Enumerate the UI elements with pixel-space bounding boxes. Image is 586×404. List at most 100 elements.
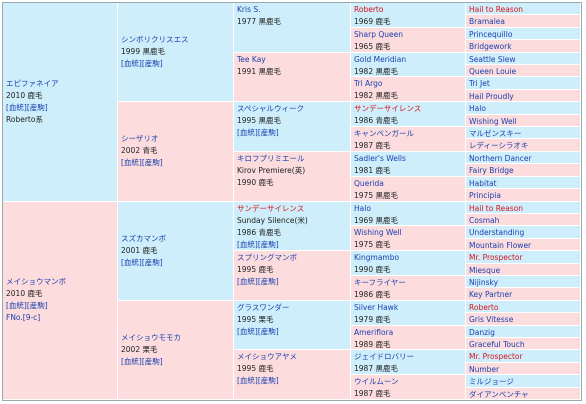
horse-name[interactable]: Mountain Flower [469,240,532,250]
horse-cell: ミルジョージ [466,375,581,388]
horse-info: 2002 青毛 [121,146,158,156]
horse-name[interactable]: シンボリクリスエス [121,35,189,45]
horse-name[interactable]: ジェイドロバリー [354,352,414,362]
horse-name[interactable]: ミルジョージ [469,377,514,387]
horse-name[interactable]: スプリングマンボ [237,253,297,263]
links[interactable]: [血統][産駒] [121,158,163,168]
horse-name[interactable]: Fairy Bridge [469,166,514,176]
horse-name[interactable]: シーザリオ [121,134,159,144]
horse-cell: Mr. Prospector [466,350,581,363]
horse-name[interactable]: サンデーサイレンス [354,104,422,114]
horse-name[interactable]: Danzig [469,327,495,337]
horse-name[interactable]: Tri Jet [469,79,490,89]
horse-name[interactable]: Mr. Prospector [469,253,523,263]
horse-name[interactable]: Halo [469,104,486,114]
horse-name[interactable]: Number [469,364,500,374]
links[interactable]: [血統][産駒] [6,102,48,112]
horse-name[interactable]: Bridgework [469,42,512,52]
horse-cell: Hail to Reason [466,3,581,16]
links[interactable]: [血統][産駒] [6,301,48,311]
links[interactable]: [血統][産駒] [237,376,279,386]
horse-info: 1995 鹿毛 [237,265,274,275]
horse-name[interactable]: マルゼンスキー [469,129,522,139]
horse-name[interactable]: キロフプリミエール [237,153,305,163]
horse-info: 1982 黒鹿毛 [354,66,398,76]
horse-cell: Understanding [466,226,581,239]
links[interactable]: [血統][産駒] [121,257,163,267]
horse-cell: シーザリオ 2002 青毛 [血統][産駒] [118,102,234,202]
links[interactable]: [血統][産駒] [237,128,279,138]
links[interactable]: [血統][産駒] [121,59,163,69]
horse-name[interactable]: Nijinsky [469,277,499,287]
horse-cell: Halo [466,102,581,115]
horse-name[interactable]: Sadler's Wells [354,153,406,163]
horse-name[interactable]: ダイアンベンチャ [469,389,529,399]
horse-name[interactable]: Habitat [469,178,497,188]
horse-name[interactable]: Gold Meridian [354,54,407,64]
horse-name[interactable]: Roberto [354,5,384,14]
horse-name[interactable]: Queen Louie [469,67,517,77]
horse-name[interactable]: Halo [354,203,371,213]
horse-name[interactable]: キーフライヤー [354,277,406,287]
horse-name[interactable]: Princequillo [469,29,513,39]
links[interactable]: [血統][産駒] [237,277,279,287]
links[interactable]: [血統][産駒] [237,326,279,336]
horse-info: 1981 鹿毛 [354,165,391,175]
horse-cell: Tee Kay 1991 黒鹿毛 [234,52,351,103]
horse-name[interactable]: Kris S. [237,5,261,14]
horse-info: 1995 鹿毛 [237,364,274,374]
horse-name[interactable]: グラスワンダー [237,302,290,312]
horse-info: 1986 青鹿毛 [237,227,281,237]
horse-name[interactable]: Silver Hawk [354,302,399,312]
horse-info: 1969 黒鹿毛 [354,215,398,225]
horse-name[interactable]: サンデーサイレンス [237,203,305,213]
horse-name[interactable]: Miesque [469,265,501,275]
horse-name[interactable]: Northern Dancer [469,153,532,163]
horse-name[interactable]: Bramalea [469,17,506,27]
horse-name[interactable]: Kingmambo [354,253,400,263]
horse-name[interactable]: エピファネイア [6,78,59,88]
horse-cell: グラスワンダー 1995 栗毛 [血統][産駒] [234,300,351,351]
horse-name[interactable]: Mr. Prospector [469,352,523,362]
horse-name[interactable]: Sharp Queen [354,29,403,39]
horse-name[interactable]: スペシャルウィーク [237,104,304,114]
horse-cell: Princequillo [466,27,581,41]
horse-name[interactable]: Hail to Reason [469,203,524,213]
horse-name[interactable]: メイショウアヤメ [237,352,297,362]
horse-cell: Ameriflora 1989 鹿毛 [351,325,466,351]
horse-name[interactable]: Gris Vitesse [469,315,514,325]
horse-info: 1987 黒鹿毛 [354,364,398,374]
horse-name[interactable]: Ameriflora [354,327,394,337]
horse-name[interactable]: メイショウマンボ [6,277,66,287]
horse-name[interactable]: Understanding [469,228,525,238]
horse-name[interactable]: Wishing Well [354,228,402,238]
horse-name[interactable]: ウイルムーン [354,377,399,387]
horse-cell: Mountain Flower [466,238,581,252]
horse-name[interactable]: Cosmah [469,215,500,225]
horse-name[interactable]: Tri Argo [354,79,383,89]
horse-info: Roberto系 [6,114,43,124]
links[interactable]: [血統][産駒] [121,356,163,366]
horse-name[interactable]: Hail to Reason [469,5,524,14]
horse-cell: Number [466,362,581,376]
horse-cell: マルゼンスキー [466,127,581,140]
horse-name[interactable]: Graceful Touch [469,339,525,349]
horse-cell: Halo 1969 黒鹿毛 [351,201,466,227]
horse-info: 1987 鹿毛 [354,141,391,151]
links[interactable]: FNo.[9-c] [6,313,41,323]
horse-name[interactable]: Wishing Well [469,116,517,126]
horse-name[interactable]: Principia [469,191,501,201]
links[interactable]: [血統][産駒] [237,239,279,249]
horse-name[interactable]: キャンペンガール [354,129,414,139]
horse-cell: Gris Vitesse [466,313,581,326]
horse-name[interactable]: レディーシラオキ [469,141,529,151]
horse-name[interactable]: Key Partner [469,290,513,300]
horse-name[interactable]: メイショウモモカ [121,332,181,342]
horse-name[interactable]: Tee Kay [237,54,266,64]
horse-name[interactable]: Querida [354,178,384,188]
horse-name[interactable]: Seattle Slew [469,54,516,64]
horse-name[interactable]: スズカマンボ [121,233,166,243]
horse-name[interactable]: Roberto [469,302,499,312]
horse-cell: Danzig [466,325,581,338]
horse-name[interactable]: Hail Proudly [469,91,514,101]
